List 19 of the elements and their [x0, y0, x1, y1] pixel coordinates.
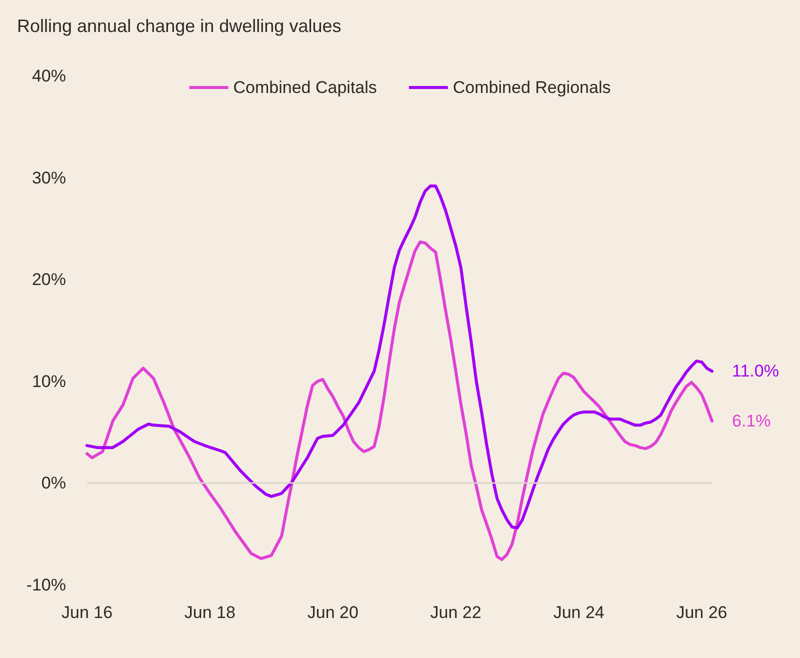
y-tick-label: 20% — [32, 270, 66, 290]
y-tick-label: -10% — [26, 576, 66, 594]
x-tick-label: Jun 20 — [307, 603, 358, 622]
chart-title: Rolling annual change in dwelling values — [17, 16, 342, 36]
legend-label: Combined Capitals — [233, 78, 377, 97]
y-tick-label: 0% — [41, 474, 66, 493]
legend-label: Combined Regionals — [452, 78, 611, 97]
line-series — [86, 240, 714, 562]
x-tick-label: Jun 22 — [430, 603, 482, 622]
y-tick-label: 40% — [32, 66, 66, 86]
x-tick-label: Jun 26 — [676, 603, 728, 622]
line-series — [86, 184, 714, 530]
x-tick-label: Jun 18 — [184, 603, 236, 622]
x-tick-label: Jun 16 — [61, 603, 113, 622]
y-tick-label: 30% — [32, 168, 66, 188]
data-label: 6.1% — [732, 412, 771, 431]
x-tick-label: Jun 24 — [553, 603, 604, 622]
data-label: 11.0% — [732, 362, 779, 381]
y-tick-label: 10% — [32, 372, 66, 391]
